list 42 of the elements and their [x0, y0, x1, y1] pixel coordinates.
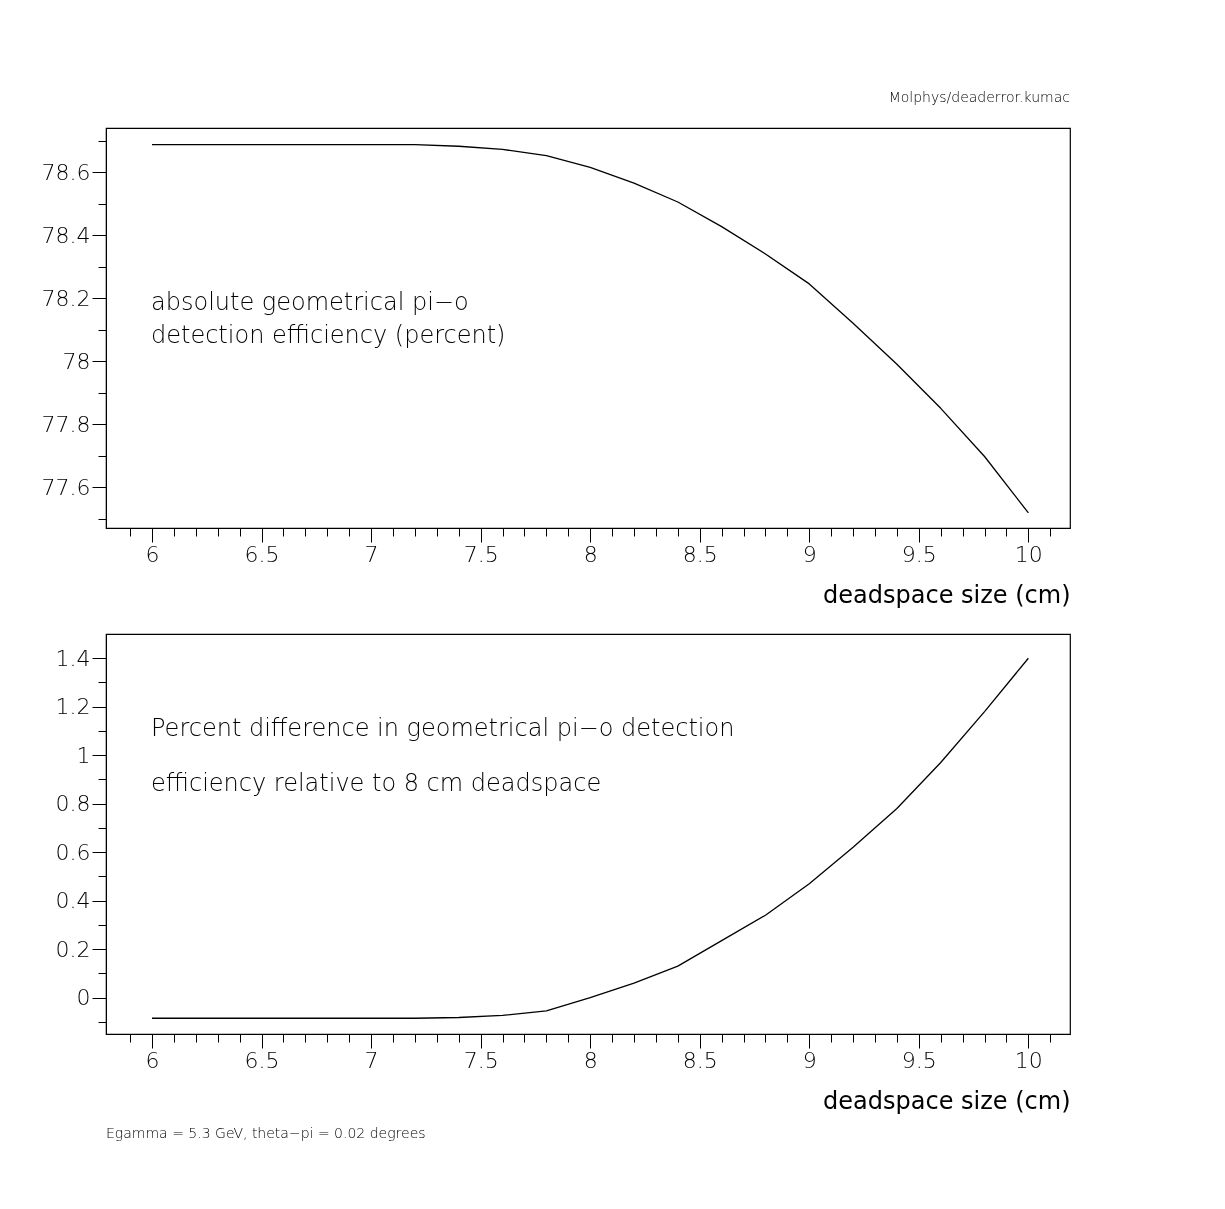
x-tick-label: 8 [583, 541, 598, 567]
y-tick-label: 1 [76, 742, 91, 768]
x-tick-label: 7 [364, 541, 379, 567]
x-tick-label: 10 [1014, 1047, 1043, 1073]
text: Egamma = 5.3 GeV, theta−pi = 0.02 degrees [106, 1125, 426, 1141]
y-tick-label: 0 [76, 985, 91, 1011]
y-tick-label: 0.8 [55, 791, 91, 817]
y-tick-label: 77.6 [41, 474, 91, 500]
x-tick-label: 9 [802, 541, 817, 567]
y-tick-label: 0.6 [55, 839, 91, 865]
y-tick-label: 0.2 [55, 936, 91, 962]
x-tick-label: 6.5 [244, 1047, 280, 1073]
x-tick-label: 7.5 [463, 1047, 499, 1073]
x-tick-label: 7 [364, 1047, 379, 1073]
line-series [151, 144, 1030, 514]
x-axis-title: deadspace size (cm) [823, 580, 1071, 609]
x-tick-label: 9.5 [901, 541, 937, 567]
y-tick-label: 78 [62, 348, 91, 374]
x-tick-label: 6 [145, 541, 160, 567]
y-tick-label: 0.4 [55, 888, 91, 914]
x-tick-label: 9 [802, 1047, 817, 1073]
x-tick-label: 8.5 [682, 1047, 718, 1073]
annotation: efficiency relative to 8 cm deadspace [151, 769, 602, 797]
y-tick-label: 78.4 [41, 222, 91, 248]
y-tick-label: 1.4 [55, 645, 91, 671]
text: Molphys/deaderror.kumac [888, 89, 1070, 105]
x-tick-label: 6 [145, 1047, 160, 1073]
annotation: detection efficiency (percent) [151, 321, 506, 349]
y-tick-label: 78.6 [41, 159, 91, 185]
x-tick-label: 8.5 [682, 541, 718, 567]
y-tick-label: 78.2 [41, 285, 91, 311]
x-tick-label: 6.5 [244, 541, 280, 567]
line-series [151, 657, 1030, 1019]
x-axis-title: deadspace size (cm) [823, 1086, 1071, 1115]
x-tick-label: 9.5 [901, 1047, 937, 1073]
y-tick-label: 77.8 [41, 411, 91, 437]
x-tick-label: 8 [583, 1047, 598, 1073]
x-tick-label: 10 [1014, 541, 1043, 567]
y-tick-label: 1.2 [55, 694, 91, 720]
x-tick-label: 7.5 [463, 541, 499, 567]
annotation: absolute geometrical pi−o [151, 288, 469, 316]
annotation: Percent difference in geometrical pi−o detection [151, 714, 735, 742]
